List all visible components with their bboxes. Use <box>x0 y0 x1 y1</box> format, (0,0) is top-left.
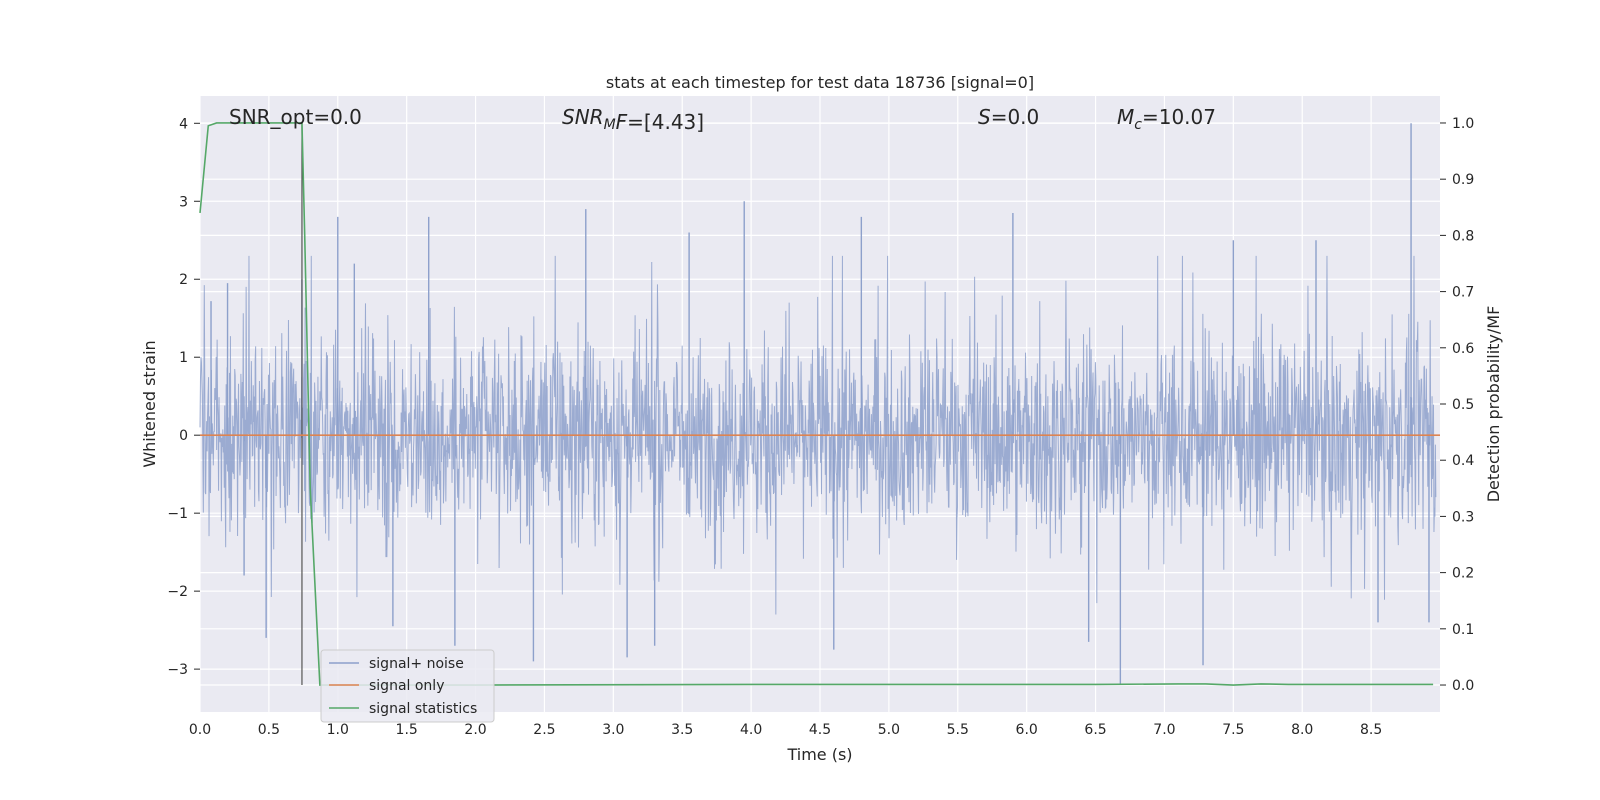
y-tick-label-left: 3 <box>179 194 188 210</box>
y-tick-label-right: 1.0 <box>1452 116 1474 132</box>
x-tick-label: 5.5 <box>947 722 969 738</box>
y-tick-label-left: 4 <box>179 116 188 132</box>
legend-label-signal-only: signal only <box>369 678 444 694</box>
y-tick-label-right: 0.6 <box>1452 341 1474 357</box>
y-tick-label-right: 0.1 <box>1452 622 1474 638</box>
annotation-1: SNR_opt=0.0 <box>229 105 362 129</box>
y-tick-label-right: 0.4 <box>1452 453 1474 469</box>
x-tick-label: 7.5 <box>1222 722 1244 738</box>
y-tick-label-right: 0.9 <box>1452 172 1474 188</box>
y-tick-label-right: 0.3 <box>1452 509 1474 525</box>
chart-title: stats at each timestep for test data 187… <box>606 73 1034 92</box>
x-tick-label: 6.5 <box>1084 722 1106 738</box>
x-tick-label: 2.5 <box>533 722 555 738</box>
y-tick-label-right: 0.8 <box>1452 228 1474 244</box>
x-tick-label: 5.0 <box>878 722 900 738</box>
x-tick-label: 2.0 <box>464 722 486 738</box>
legend-label-signal-noise: signal+ noise <box>369 656 464 672</box>
x-tick-label: 4.5 <box>809 722 831 738</box>
annotations: SNR_opt=0.0 SNRMF=[4.43] S=0.0 Mc=10.07 <box>229 105 1216 134</box>
y-tick-label-left: −1 <box>167 506 188 522</box>
y-tick-label-right: 0.0 <box>1452 678 1474 694</box>
annotation-4: Mc=10.07 <box>1117 105 1216 133</box>
y-tick-label-left: 0 <box>179 428 188 444</box>
x-tick-label: 8.0 <box>1291 722 1313 738</box>
y-axis-label-right: Detection probability/MF <box>1484 306 1503 503</box>
x-tick-label: 4.0 <box>740 722 762 738</box>
legend-label-signal-statistics: signal statistics <box>369 701 477 717</box>
series-signal-noise <box>199 123 1437 685</box>
y-tick-label-right: 0.2 <box>1452 566 1474 582</box>
x-tick-label: 0.0 <box>189 722 211 738</box>
y-tick-label-left: −2 <box>167 584 188 600</box>
x-tick-label: 8.5 <box>1360 722 1382 738</box>
y-tick-label-left: 2 <box>179 272 188 288</box>
y-tick-label-right: 0.7 <box>1452 285 1474 301</box>
y-axis-label-left: Whitened strain <box>140 340 159 467</box>
y-tick-label-right: 0.5 <box>1452 397 1474 413</box>
x-tick-label: 1.0 <box>327 722 349 738</box>
tick-labels: 0.0 0.5 1.0 1.5 2.0 2.5 3.0 3.5 4.0 4.5 5.0 5.5 6.0 6… <box>167 116 1474 738</box>
x-tick-label: 0.5 <box>258 722 280 738</box>
x-tick-label: 7.0 <box>1153 722 1175 738</box>
y-tick-label-left: −3 <box>167 662 188 678</box>
x-axis-label: Time (s) <box>786 745 852 764</box>
legend: signal+ noise signal only signal statist… <box>320 649 495 723</box>
x-tick-label: 6.0 <box>1016 722 1038 738</box>
y-tick-label-left: 1 <box>179 350 188 366</box>
legend-box <box>320 649 495 723</box>
x-tick-label: 3.0 <box>602 722 624 738</box>
x-tick-label: 3.5 <box>671 722 693 738</box>
x-tick-label: 1.5 <box>396 722 418 738</box>
annotation-2: SNRMF=[4.43] <box>562 105 704 134</box>
annotation-3: S=0.0 <box>978 105 1039 129</box>
noise-trace <box>199 255 1437 615</box>
